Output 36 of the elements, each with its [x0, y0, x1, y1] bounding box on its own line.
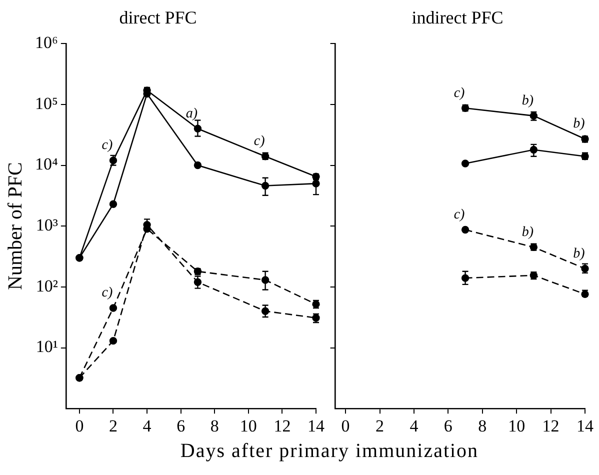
y-tick-label: 10²: [36, 276, 58, 296]
annotation: c): [454, 86, 466, 101]
y-tick-label: 10¹: [36, 337, 58, 356]
x-tick-label: 6: [444, 416, 452, 436]
y-axis-title: Number of PFC: [4, 162, 26, 290]
x-tick-label: 2: [376, 416, 384, 436]
x-tick-label: 10: [508, 416, 526, 436]
x-tick-label: 10: [240, 416, 257, 436]
annotation: a): [186, 106, 198, 122]
y-tick-label: 10⁵: [34, 94, 58, 113]
x-tick-label: 12: [542, 416, 560, 436]
x-tick-label: 6: [176, 416, 186, 436]
annotation: c): [102, 286, 114, 301]
annotation: b): [522, 94, 534, 108]
x-tick-label: 14: [576, 416, 594, 436]
y-tick-label: 10³: [36, 216, 58, 235]
annotation: b): [573, 116, 586, 132]
annotation: b): [573, 246, 586, 262]
annotation: c): [102, 138, 114, 154]
x-axis-title: Days after primary immunization: [179, 440, 480, 463]
annotation: c): [454, 207, 466, 222]
x-tick-label: 4: [142, 416, 152, 436]
annotation: c): [254, 134, 266, 150]
x-tick-label: 0: [75, 416, 84, 436]
x-tick-label: 8: [210, 416, 219, 436]
x-tick-label: 2: [108, 416, 118, 436]
x-tick-label: 0: [341, 416, 350, 436]
chart-title: direct PFC: [119, 8, 197, 28]
chart-title: indirect PFC: [412, 8, 504, 28]
x-tick-label: 4: [410, 416, 419, 436]
x-tick-label: 14: [308, 416, 325, 436]
y-tick-label: 10⁴: [34, 154, 58, 174]
annotation: b): [522, 224, 534, 240]
x-tick-label: 12: [274, 416, 291, 436]
y-tick-label: 10⁶: [34, 33, 58, 52]
x-tick-label: 8: [478, 416, 487, 436]
